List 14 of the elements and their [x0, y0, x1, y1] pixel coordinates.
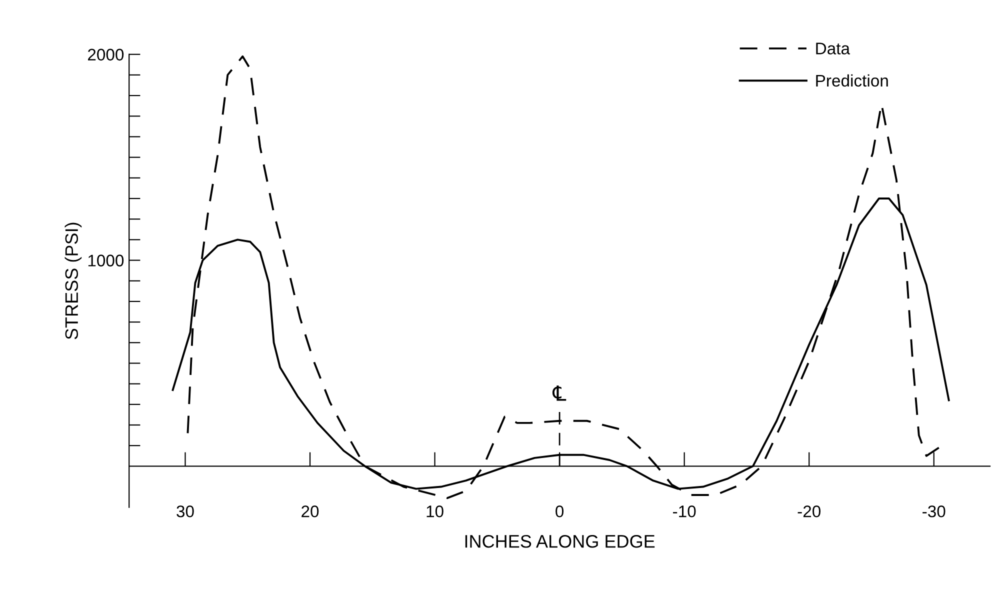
x-tick-label: -30	[922, 506, 946, 518]
x-axis-title: INCHES ALONG EDGE	[465, 534, 655, 548]
ref-line-label: ℄	[552, 386, 566, 401]
legend-label: Data	[816, 42, 850, 54]
y-tick-label: 1000	[88, 254, 124, 266]
x-tick-label: 0	[556, 506, 564, 518]
y-axis-title: STRESS (PSI)	[64, 222, 82, 340]
legend-label: Prediction	[816, 74, 888, 87]
x-tick-label: -20	[798, 506, 820, 518]
x-tick-label: 20	[302, 506, 319, 518]
x-tick-label: 30	[176, 506, 194, 518]
x-tick-label: -10	[673, 506, 696, 518]
x-tick-label: 10	[426, 506, 444, 518]
y-tick-label: 2000	[88, 48, 124, 61]
